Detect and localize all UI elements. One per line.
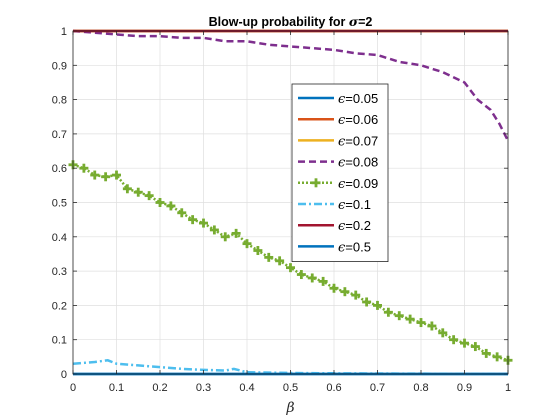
legend-label: ϵ=0.1 bbox=[338, 197, 371, 213]
x-tick-label: 0.3 bbox=[196, 382, 211, 394]
legend-item: ϵ=0.08 bbox=[298, 155, 378, 171]
legend-item: ϵ=0.5 bbox=[298, 239, 371, 255]
legend-label: ϵ=0.08 bbox=[338, 155, 378, 171]
data-point bbox=[188, 215, 198, 225]
data-point bbox=[460, 338, 469, 348]
legend-label: ϵ=0.09 bbox=[338, 176, 378, 192]
legend-label: ϵ=0.2 bbox=[338, 218, 371, 234]
legend-item: ϵ=0.05 bbox=[298, 91, 378, 107]
data-point bbox=[416, 318, 426, 328]
data-point bbox=[253, 246, 263, 256]
series-line bbox=[72, 358, 509, 376]
legend-item: ϵ=0.07 bbox=[298, 133, 378, 149]
y-tick-label: 0.9 bbox=[52, 60, 67, 72]
data-point bbox=[264, 252, 274, 262]
data-point bbox=[90, 170, 100, 180]
data-point bbox=[405, 314, 415, 324]
data-point bbox=[307, 273, 317, 283]
data-point bbox=[133, 187, 143, 197]
y-tick-label: 0.5 bbox=[52, 198, 67, 210]
y-tick-label: 0 bbox=[61, 369, 67, 381]
series-5 bbox=[72, 358, 509, 376]
data-point bbox=[231, 228, 241, 238]
data-point bbox=[481, 348, 491, 358]
legend-marker bbox=[311, 178, 321, 188]
data-point bbox=[427, 321, 437, 331]
y-axis: 0 0.1 0.2 0.3 0.4 0.5 0.6 0.7 0.8 0.9 1 bbox=[52, 26, 508, 381]
data-point bbox=[373, 300, 382, 310]
y-tick-label: 0.7 bbox=[52, 129, 67, 141]
x-axis: 0 0.1 0.2 0.3 0.4 0.5 0.6 0.7 0.8 0.9 1 bbox=[70, 31, 511, 394]
data-point bbox=[362, 297, 372, 307]
legend-label: ϵ=0.06 bbox=[338, 112, 378, 128]
series-4 bbox=[68, 160, 513, 365]
legend-label: ϵ=0.07 bbox=[338, 133, 378, 149]
legend: ϵ=0.05 ϵ=0.06 ϵ=0.07 ϵ=0.08 ϵ=0.09 ϵ=0.1 ϵ=0.2… bbox=[291, 83, 389, 263]
data-point bbox=[112, 170, 121, 180]
x-tick-label: 0.9 bbox=[457, 382, 472, 394]
y-tick-label: 0.6 bbox=[52, 163, 67, 175]
data-point bbox=[199, 218, 208, 228]
data-point bbox=[275, 256, 285, 266]
data-point bbox=[340, 287, 350, 297]
data-point bbox=[177, 208, 187, 218]
data-point bbox=[122, 184, 132, 194]
data-point bbox=[449, 335, 459, 345]
data-point bbox=[209, 225, 219, 235]
x-tick-label: 0 bbox=[70, 382, 76, 394]
legend-item: ϵ=0.2 bbox=[298, 218, 371, 234]
data-point bbox=[101, 172, 111, 182]
data-point bbox=[438, 328, 448, 338]
data-point bbox=[144, 191, 154, 201]
data-point bbox=[329, 283, 339, 293]
grid bbox=[72, 30, 509, 375]
data-point bbox=[351, 290, 361, 300]
x-tick-label: 0.6 bbox=[326, 382, 341, 394]
series-line bbox=[72, 163, 509, 362]
y-tick-label: 1 bbox=[61, 26, 67, 38]
legend-item: ϵ=0.09 bbox=[298, 176, 378, 192]
data-point bbox=[166, 201, 176, 211]
series-3 bbox=[72, 29, 510, 142]
x-tick-label: 0.5 bbox=[283, 382, 298, 394]
y-tick-label: 0.4 bbox=[52, 232, 67, 244]
data-point bbox=[220, 232, 230, 242]
data-point bbox=[155, 198, 165, 207]
y-tick-label: 0.1 bbox=[52, 335, 67, 347]
legend-label: ϵ=0.05 bbox=[338, 91, 378, 107]
x-tick-label: 0.8 bbox=[413, 382, 428, 394]
legend-item: ϵ=0.06 bbox=[298, 112, 378, 128]
data-point bbox=[318, 276, 328, 286]
legend-item: ϵ=0.1 bbox=[298, 197, 371, 213]
data-point bbox=[242, 239, 252, 249]
x-tick-label: 0.7 bbox=[370, 382, 385, 394]
data-point bbox=[79, 163, 89, 173]
data-point bbox=[286, 263, 295, 273]
x-tick-label: 0.2 bbox=[152, 382, 167, 394]
x-tick-label: 0.4 bbox=[239, 382, 254, 394]
data-point bbox=[394, 311, 404, 321]
y-tick-label: 0.3 bbox=[52, 266, 67, 278]
legend-label: ϵ=0.5 bbox=[338, 239, 371, 255]
legend-box bbox=[291, 83, 389, 263]
chart-title: Blow-up probability for σ=2 bbox=[209, 14, 373, 29]
data-point bbox=[296, 270, 306, 280]
data-point bbox=[383, 307, 393, 317]
x-tick-label: 0.1 bbox=[109, 382, 124, 394]
series-line bbox=[72, 29, 510, 142]
x-axis-label: β bbox=[285, 400, 294, 416]
x-tick-label: 1 bbox=[505, 382, 511, 394]
data-point bbox=[470, 342, 480, 352]
y-tick-label: 0.8 bbox=[52, 95, 67, 107]
y-tick-label: 0.2 bbox=[52, 300, 67, 312]
data-point bbox=[492, 352, 502, 362]
